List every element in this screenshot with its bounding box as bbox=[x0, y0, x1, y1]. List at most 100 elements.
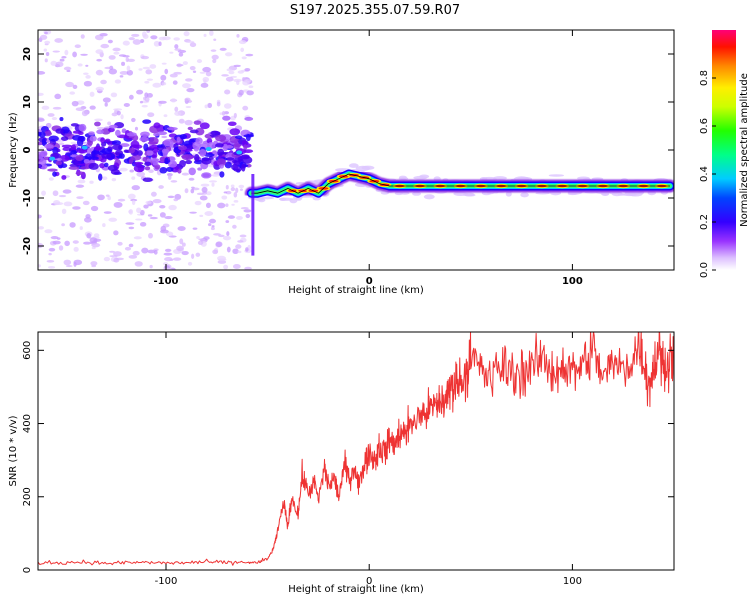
noise-speckle bbox=[41, 190, 46, 196]
noise-speckle bbox=[93, 233, 100, 238]
ridge-halo bbox=[548, 174, 564, 177]
ridge-halo bbox=[355, 165, 371, 171]
noise-speckle bbox=[48, 247, 56, 252]
noise-speckle bbox=[97, 194, 105, 201]
noise-blob bbox=[225, 157, 235, 161]
y-tick-label: 10 bbox=[22, 95, 33, 109]
noise-speckle bbox=[153, 40, 160, 47]
noise-blob bbox=[75, 155, 84, 161]
noise-speckle bbox=[69, 222, 76, 228]
ridge-halo bbox=[423, 194, 435, 200]
noise-speckle bbox=[213, 233, 221, 236]
noise-blob bbox=[218, 164, 224, 169]
noise-speckle bbox=[245, 53, 254, 57]
noise-speckle bbox=[200, 183, 210, 187]
noise-blob bbox=[68, 166, 80, 170]
noise-speckle bbox=[187, 261, 193, 266]
noise-speckle bbox=[246, 90, 254, 96]
noise-speckle bbox=[192, 227, 198, 230]
noise-speckle bbox=[38, 264, 41, 268]
noise-speckle bbox=[199, 195, 208, 201]
noise-speckle bbox=[144, 92, 149, 98]
noise-speckle bbox=[194, 200, 202, 206]
noise-speckle bbox=[47, 113, 55, 117]
colorbar-gradient bbox=[712, 30, 736, 270]
noise-speckle bbox=[203, 33, 207, 37]
noise-blob bbox=[164, 157, 169, 165]
noise-speckle bbox=[145, 69, 153, 75]
noise-speckle bbox=[39, 34, 48, 40]
noise-speckle bbox=[119, 167, 128, 172]
snr-xlabel: Height of straight line (km) bbox=[288, 584, 424, 595]
noise-speckle bbox=[160, 229, 169, 234]
x-tick-label: 0 bbox=[366, 576, 372, 587]
noise-speckle bbox=[168, 204, 177, 211]
noise-speckle bbox=[174, 106, 179, 112]
noise-speckle bbox=[144, 80, 150, 84]
noise-speckle bbox=[221, 74, 229, 77]
noise-speckle bbox=[66, 69, 71, 72]
noise-speckle bbox=[46, 259, 55, 263]
noise-speckle bbox=[74, 44, 81, 49]
ridge-halo bbox=[348, 163, 359, 168]
noise-blob bbox=[62, 147, 71, 152]
noise-speckle bbox=[54, 93, 62, 100]
noise-speckle bbox=[240, 47, 245, 53]
noise-speckle bbox=[243, 209, 252, 213]
noise-speckle bbox=[38, 242, 44, 249]
noise-speckle bbox=[48, 177, 54, 181]
noise-speckle bbox=[136, 171, 146, 177]
noise-speckle bbox=[50, 236, 59, 240]
noise-speckle bbox=[119, 70, 129, 75]
noise-speckle bbox=[204, 104, 208, 109]
noise-blob bbox=[38, 131, 46, 138]
noise-speckle bbox=[174, 111, 182, 116]
noise-speckle bbox=[196, 236, 200, 240]
noise-speckle bbox=[44, 229, 53, 234]
spectrogram-marks bbox=[38, 30, 674, 270]
noise-speckle bbox=[174, 193, 182, 200]
noise-speckle bbox=[238, 39, 247, 45]
noise-speckle bbox=[239, 234, 247, 238]
noise-blob bbox=[193, 154, 200, 162]
noise-speckle bbox=[63, 66, 72, 71]
noise-speckle bbox=[126, 69, 134, 76]
noise-speckle bbox=[225, 220, 230, 223]
noise-speckle bbox=[164, 216, 173, 220]
colorbar-tick-label: 0.0 bbox=[699, 262, 710, 278]
noise-speckle bbox=[169, 51, 174, 54]
noise-speckle bbox=[89, 91, 95, 97]
noise-speckle bbox=[132, 39, 142, 45]
noise-speckle bbox=[128, 243, 134, 248]
noise-speckle bbox=[131, 200, 136, 206]
noise-speckle bbox=[100, 79, 107, 85]
noise-blob bbox=[100, 137, 106, 144]
noise-speckle bbox=[205, 191, 212, 196]
noise-blob bbox=[177, 168, 182, 174]
noise-speckle bbox=[204, 211, 214, 216]
noise-speckle bbox=[51, 117, 58, 121]
noise-speckle bbox=[58, 194, 67, 198]
noise-speckle bbox=[112, 47, 121, 52]
noise-speckle bbox=[61, 208, 67, 215]
noise-speckle bbox=[212, 249, 219, 255]
noise-speckle bbox=[125, 222, 135, 225]
noise-blob bbox=[243, 149, 254, 154]
noise-speckle bbox=[47, 265, 56, 269]
noise-speckle bbox=[191, 186, 195, 189]
noise-blob bbox=[133, 164, 145, 173]
spectrogram-ylabel: Frequency (Hz) bbox=[8, 112, 19, 188]
noise-speckle bbox=[86, 233, 92, 239]
noise-speckle bbox=[121, 61, 126, 66]
noise-speckle bbox=[198, 238, 206, 241]
noise-speckle bbox=[70, 141, 76, 145]
noise-blob bbox=[89, 135, 97, 142]
noise-speckle bbox=[69, 91, 76, 95]
noise-speckle bbox=[147, 214, 153, 217]
noise-speckle bbox=[103, 211, 112, 214]
noise-speckle bbox=[174, 44, 179, 49]
colorbar-tick-label: 0.8 bbox=[699, 70, 710, 86]
noise-speckle bbox=[145, 200, 152, 205]
noise-blob bbox=[232, 159, 238, 164]
noise-speckle bbox=[177, 49, 187, 53]
